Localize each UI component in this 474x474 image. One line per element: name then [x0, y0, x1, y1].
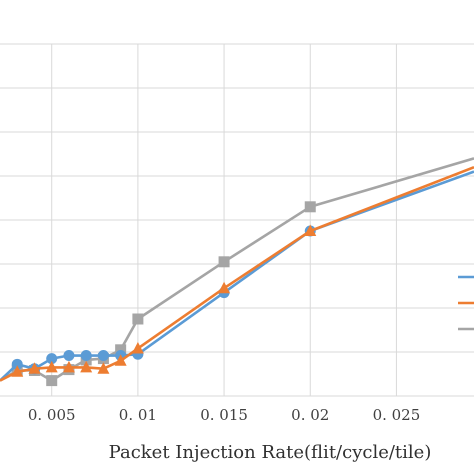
data-point: [218, 256, 230, 268]
series-group: [0, 157, 474, 387]
data-point: [132, 313, 144, 325]
data-point: [97, 350, 109, 362]
data-point: [115, 344, 127, 356]
data-point: [45, 360, 58, 373]
series-line: [0, 157, 474, 382]
data-point: [114, 354, 127, 366]
data-point: [63, 350, 75, 362]
data-point: [62, 360, 75, 373]
x-tick-label: 0. 02: [291, 406, 329, 424]
x-axis-label: Packet Injection Rate(flit/cycle/tile): [109, 442, 432, 463]
series-1: [0, 170, 474, 382]
x-tick-label: 0. 015: [200, 406, 248, 424]
series-2: [0, 165, 474, 382]
data-point: [131, 341, 144, 354]
data-point: [80, 360, 93, 373]
x-tick-label: 0. 005: [28, 406, 76, 424]
x-tick-label: 0. 01: [119, 406, 157, 424]
data-point: [11, 358, 23, 370]
data-point: [46, 375, 58, 387]
x-tick-labels: 0. 005 0. 01 0. 015 0. 02 0. 025: [28, 406, 420, 424]
data-point: [80, 350, 92, 362]
series-line: [0, 170, 474, 382]
data-point: [11, 365, 24, 377]
data-point: [304, 201, 316, 213]
data-point: [304, 224, 317, 236]
data-point: [46, 353, 58, 365]
data-point: [97, 362, 110, 374]
data-point: [218, 281, 231, 294]
series-line: [0, 165, 474, 382]
data-point: [28, 362, 41, 374]
x-tick-label: 0. 025: [373, 406, 421, 424]
gridlines: [0, 43, 474, 397]
legend: [458, 275, 474, 331]
